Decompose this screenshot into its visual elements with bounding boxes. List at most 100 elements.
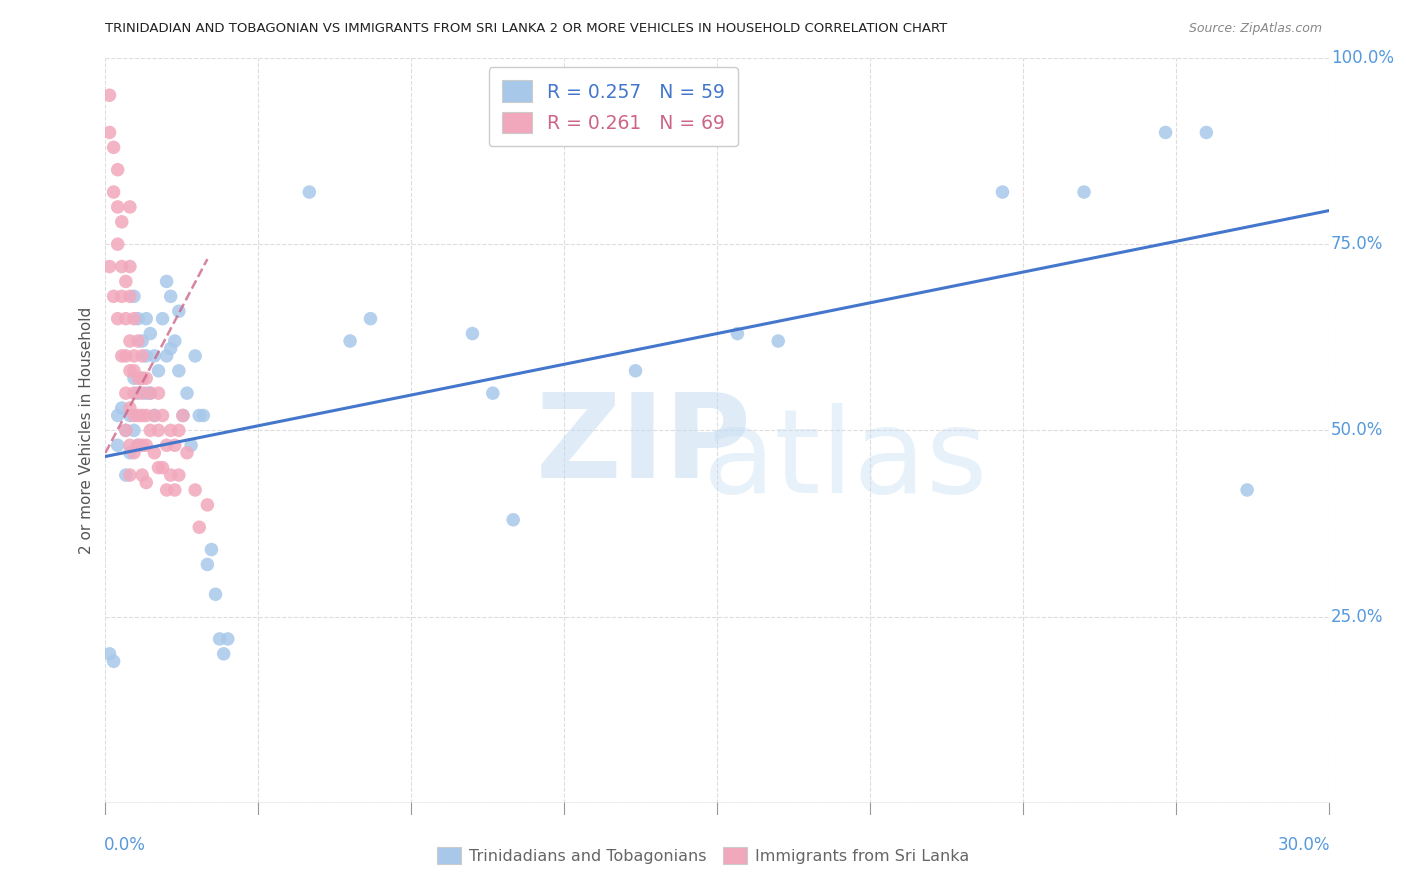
Point [1154,125,1177,139]
Point [118,401,141,415]
Point [127,438,149,452]
Point [204,587,226,601]
Point [131,371,153,385]
Point [103,289,125,303]
Point [167,468,190,483]
Text: ZIP: ZIP [536,388,752,503]
Point [339,334,361,348]
Legend: R = 0.257   N = 59, R = 0.261   N = 69: R = 0.257 N = 59, R = 0.261 N = 69 [488,68,738,146]
Point [127,371,149,385]
Point [131,334,153,348]
Point [188,409,211,423]
Point [107,311,129,326]
Point [98,647,121,661]
Point [143,349,166,363]
Point [139,326,162,341]
Point [184,349,207,363]
Point [127,311,149,326]
Point [360,311,382,326]
Point [159,289,181,303]
Point [461,326,484,341]
Point [148,386,170,401]
Text: 100.0%: 100.0% [1331,49,1395,67]
Point [148,460,170,475]
Point [991,185,1014,199]
Text: atlas: atlas [703,402,988,517]
Point [107,237,129,252]
Point [167,424,190,438]
Point [111,289,134,303]
Point [115,424,138,438]
Point [107,162,129,177]
Point [167,304,190,318]
Point [118,289,141,303]
Point [143,409,166,423]
Point [118,364,141,378]
Point [122,349,145,363]
Point [111,215,134,229]
Point [103,654,125,668]
Point [135,349,157,363]
Point [118,260,141,274]
Point [122,409,145,423]
Point [115,311,138,326]
Point [188,520,211,534]
Point [195,558,219,572]
Point [152,460,174,475]
Point [139,386,162,401]
Point [163,334,186,348]
Point [184,483,207,497]
Point [127,334,149,348]
Point [127,438,149,452]
Point [155,349,177,363]
Point [131,386,153,401]
Point [148,364,170,378]
Point [298,185,321,199]
Point [118,334,141,348]
Point [122,446,145,460]
Point [1073,185,1095,199]
Point [118,446,141,460]
Y-axis label: 2 or more Vehicles in Household: 2 or more Vehicles in Household [79,307,94,554]
Point [143,446,166,460]
Point [98,125,121,139]
Point [103,185,125,199]
Point [107,409,129,423]
Point [98,260,121,274]
Point [152,409,174,423]
Legend: Trinidadians and Tobagonians, Immigrants from Sri Lanka: Trinidadians and Tobagonians, Immigrants… [430,840,976,871]
Point [208,632,231,646]
Point [118,200,141,214]
Point [195,498,219,512]
Point [152,311,174,326]
Point [148,424,170,438]
Point [131,349,153,363]
Point [122,364,145,378]
Point [98,88,121,103]
Point [159,468,181,483]
Point [159,424,181,438]
Text: 25.0%: 25.0% [1331,607,1384,625]
Point [1195,125,1218,139]
Point [131,371,153,385]
Point [163,438,186,452]
Text: 50.0%: 50.0% [1331,421,1384,440]
Point [135,371,157,385]
Point [107,200,129,214]
Point [155,275,177,289]
Point [180,438,202,452]
Point [122,386,145,401]
Point [217,632,239,646]
Point [118,438,141,452]
Point [115,275,138,289]
Point [135,438,157,452]
Point [172,409,194,423]
Point [139,424,162,438]
Point [768,334,790,348]
Point [502,513,524,527]
Point [624,364,647,378]
Point [122,289,145,303]
Point [167,364,190,378]
Point [212,647,235,661]
Point [122,371,145,385]
